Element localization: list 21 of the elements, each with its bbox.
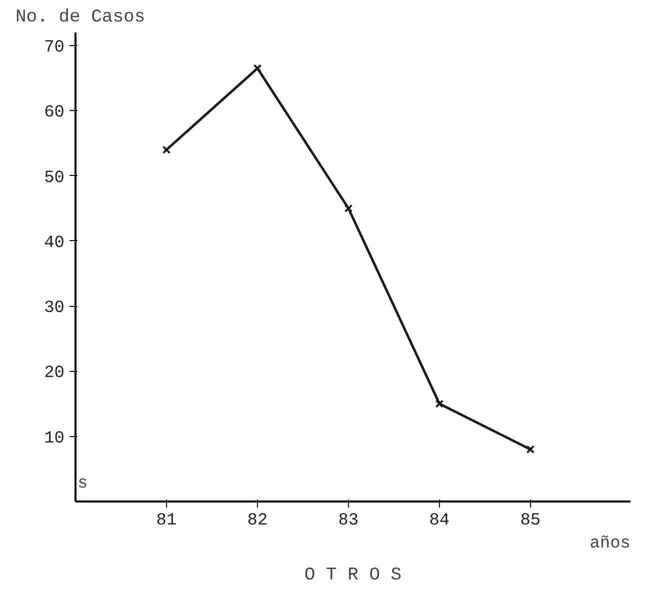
y-tick-label: 70 [44, 38, 65, 58]
x-tick-label: 83 [338, 512, 359, 530]
y-tick-label: 40 [44, 234, 65, 253]
y-tick-label: 10 [44, 429, 65, 448]
y-tick-label: 50 [44, 168, 65, 188]
y-tick-label: 60 [44, 104, 65, 123]
y-axis-title: No. de Casos [16, 8, 146, 28]
y-tick-label: 30 [44, 299, 65, 318]
text: O T R O S [304, 566, 402, 586]
point [344, 204, 353, 213]
point [253, 64, 262, 73]
x-tick-label: 84 [429, 512, 450, 530]
annotation: s [78, 474, 88, 494]
y-tick-label: 20 [44, 364, 65, 384]
point [435, 400, 444, 408]
point [526, 445, 535, 454]
x-tick-label: 81 [156, 512, 177, 530]
point [162, 146, 171, 154]
x-tick-label: 85 [520, 512, 541, 530]
x-axis-title: años [590, 534, 631, 554]
x-tick-label: 82 [247, 512, 268, 530]
